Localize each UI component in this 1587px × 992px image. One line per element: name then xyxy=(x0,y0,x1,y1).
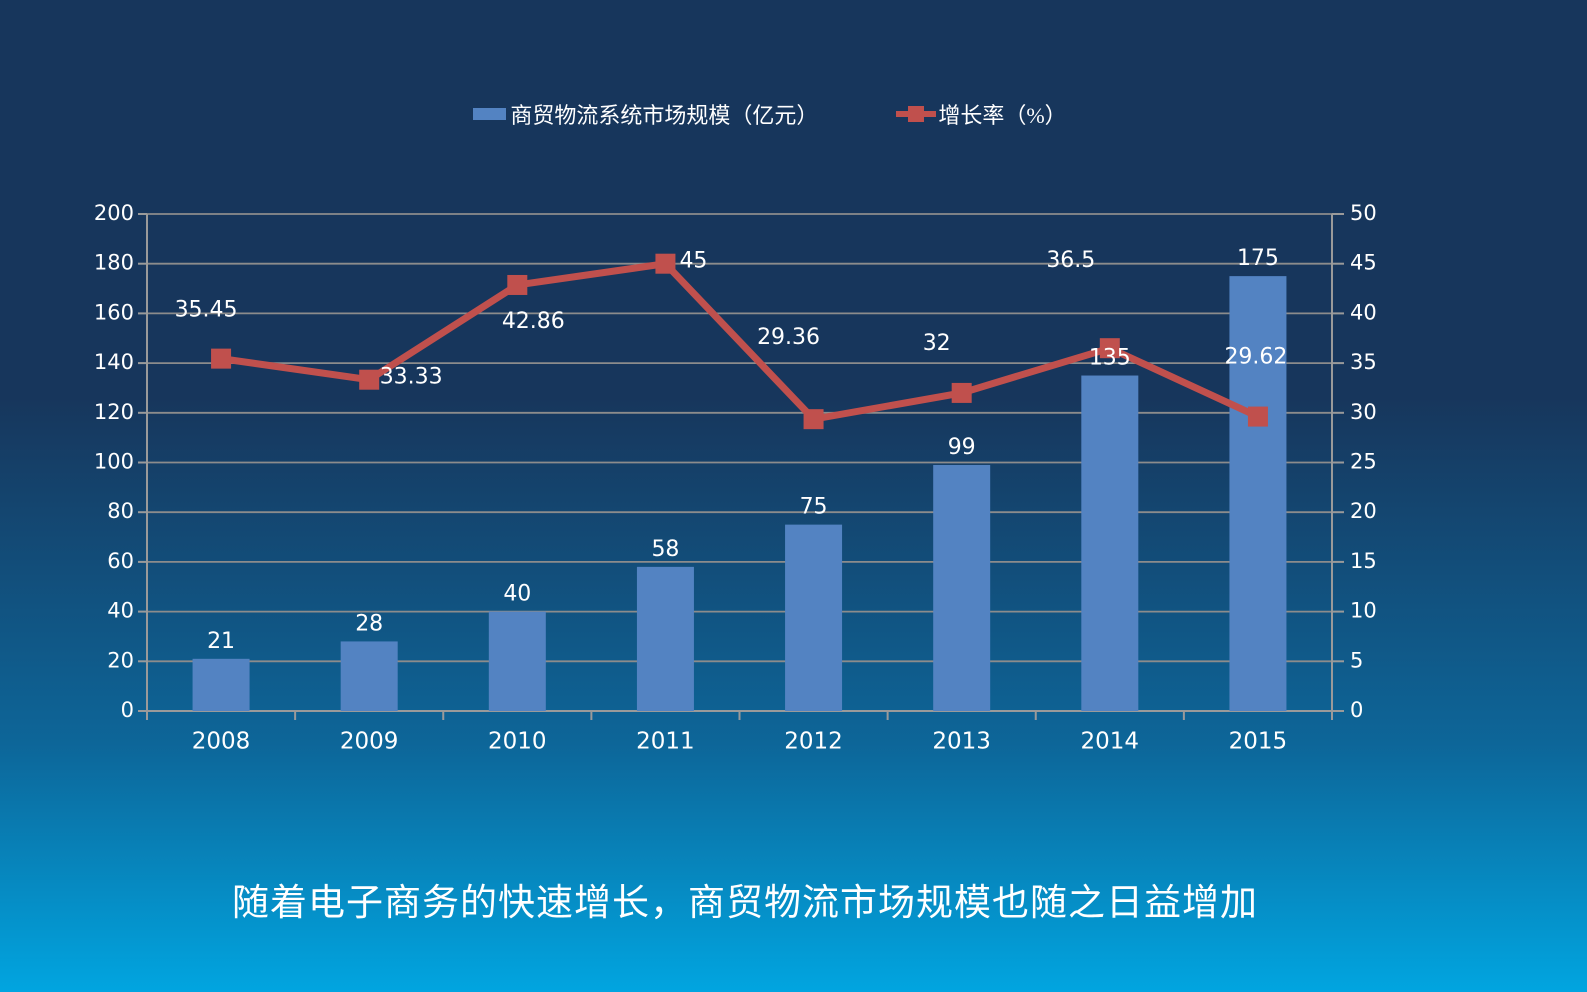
left-axis-tick-label: 0 xyxy=(121,698,134,722)
bar-data-label: 28 xyxy=(355,611,383,636)
left-axis-tick-label: 100 xyxy=(94,450,134,474)
right-axis-tick-label: 15 xyxy=(1350,549,1377,573)
line-data-label: 35.45 xyxy=(175,298,238,323)
right-axis-tick-label: 30 xyxy=(1350,400,1377,424)
line-data-label: 33.33 xyxy=(380,365,443,390)
line-swatch-marker-icon xyxy=(908,106,925,122)
line-data-label: 45 xyxy=(679,249,707,274)
x-axis-category-label: 2009 xyxy=(340,729,399,755)
right-axis-tick-label: 10 xyxy=(1350,599,1377,623)
line-marker-2015[interactable] xyxy=(1247,406,1268,427)
left-axis-tick-label: 120 xyxy=(94,400,134,424)
line-data-label: 32 xyxy=(923,331,951,356)
bar-data-label: 175 xyxy=(1237,246,1279,271)
left-axis-tick-label: 60 xyxy=(107,549,134,573)
line-series-swatch xyxy=(896,104,937,124)
left-axis-tick-label: 200 xyxy=(94,201,134,225)
line-marker-2014[interactable] xyxy=(1099,338,1120,359)
bar-2009[interactable] xyxy=(340,641,398,711)
x-axis-category-label: 2013 xyxy=(932,729,991,755)
bar-2015[interactable] xyxy=(1229,276,1287,711)
x-axis-category-label: 2015 xyxy=(1229,729,1288,755)
line-marker-2010[interactable] xyxy=(507,274,528,295)
bar-2013[interactable] xyxy=(933,464,991,711)
left-axis-tick-label: 180 xyxy=(94,251,134,275)
bar-series-swatch xyxy=(473,108,507,120)
right-axis-tick-label: 5 xyxy=(1350,648,1363,672)
bar-2014[interactable] xyxy=(1081,375,1139,711)
line-marker-2008[interactable] xyxy=(211,348,232,369)
bar-2008[interactable] xyxy=(192,658,250,711)
bar-2010[interactable] xyxy=(488,611,546,711)
right-axis-tick-label: 35 xyxy=(1350,350,1377,374)
left-axis-tick-label: 40 xyxy=(107,599,134,623)
line-data-label: 42.86 xyxy=(502,309,565,334)
chart-caption: 随着电子商务的快速增长，商贸物流市场规模也随之日益增加 xyxy=(232,883,1258,924)
bar-data-label: 75 xyxy=(800,495,828,520)
left-axis-tick-label: 160 xyxy=(94,300,134,324)
bar-data-label: 99 xyxy=(948,435,976,460)
legend-item-growth-rate[interactable]: 增长率（%） xyxy=(896,98,1067,130)
line-data-label: 29.62 xyxy=(1224,345,1287,370)
line-marker-2012[interactable] xyxy=(803,409,824,430)
bar-data-label: 21 xyxy=(207,629,235,654)
bar-2012[interactable] xyxy=(785,524,843,711)
x-axis-category-label: 2010 xyxy=(488,729,547,755)
right-axis-tick-label: 50 xyxy=(1350,201,1377,225)
right-axis-tick-label: 20 xyxy=(1350,499,1377,523)
line-data-label: 29.36 xyxy=(757,325,820,350)
right-axis-tick-label: 40 xyxy=(1350,300,1377,324)
x-axis-category-label: 2012 xyxy=(784,729,843,755)
line-marker-2009[interactable] xyxy=(359,369,380,390)
x-axis-category-label: 2011 xyxy=(636,729,695,755)
legend-label-growth-rate: 增长率（%） xyxy=(938,103,1067,128)
line-marker-2013[interactable] xyxy=(951,382,972,403)
bar-data-label: 40 xyxy=(503,582,531,607)
legend-label-market-scale: 商贸物流系统市场规模（亿元） xyxy=(510,103,819,128)
right-axis-tick-label: 25 xyxy=(1350,450,1377,474)
bar-data-label: 58 xyxy=(651,537,679,562)
left-axis-tick-label: 140 xyxy=(94,350,134,374)
left-axis-tick-label: 80 xyxy=(107,499,134,523)
right-axis-tick-label: 0 xyxy=(1350,698,1363,722)
line-marker-2011[interactable] xyxy=(655,253,676,274)
x-axis-category-label: 2008 xyxy=(192,729,251,755)
left-axis-tick-label: 20 xyxy=(107,648,134,672)
bar-2011[interactable] xyxy=(636,566,694,711)
line-data-label: 36.5 xyxy=(1046,248,1095,273)
growth-rate-line[interactable] xyxy=(220,259,1260,423)
bar-data-label: 135 xyxy=(1089,346,1131,371)
x-axis-category-label: 2014 xyxy=(1081,729,1140,755)
legend-item-market-scale[interactable]: 商贸物流系统市场规模（亿元） xyxy=(473,98,818,130)
chart-legend: 商贸物流系统市场规模（亿元） 增长率（%） xyxy=(0,98,1540,130)
right-axis-tick-label: 45 xyxy=(1350,251,1377,275)
